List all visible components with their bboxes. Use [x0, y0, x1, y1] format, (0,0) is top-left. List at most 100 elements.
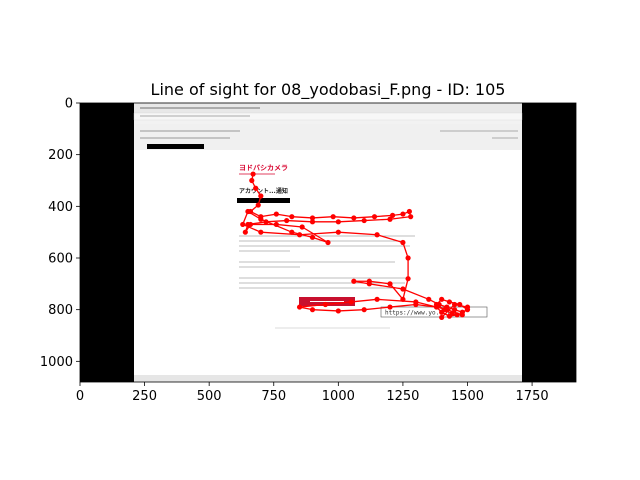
gaze-segment	[376, 234, 404, 244]
gaze-point	[253, 185, 259, 191]
gaze-point	[405, 276, 411, 282]
gaze-segment	[276, 213, 292, 218]
gaze-point	[374, 296, 380, 302]
x-tick-label: 250	[132, 389, 157, 404]
gaze-point	[389, 212, 396, 218]
plot-area: ヨドバシカメラ アカウント...通知 https:/	[80, 103, 576, 382]
gaze-point	[322, 301, 329, 308]
gaze-point	[439, 296, 445, 302]
x-tick-label: 500	[197, 389, 222, 404]
gaze-point	[249, 177, 255, 184]
gaze-point	[400, 286, 406, 292]
gaze-segment	[338, 231, 378, 236]
gaze-point	[400, 239, 406, 246]
gaze-point	[263, 219, 269, 225]
gaze-point	[309, 307, 316, 313]
x-tick-label: 1000	[322, 389, 355, 404]
x-tick-label: 1500	[451, 389, 484, 404]
gaze-segment	[338, 219, 365, 223]
gaze-point	[371, 214, 378, 220]
email-body-text	[239, 235, 415, 289]
gaze-point	[250, 171, 256, 177]
gaze-segment	[333, 216, 354, 219]
gaze-point	[408, 214, 414, 220]
gaze-point	[325, 239, 331, 246]
gaze-point	[459, 312, 465, 318]
gaze-path-layer	[240, 171, 471, 321]
gaze-segment	[312, 216, 334, 219]
gaze-point	[258, 193, 264, 199]
email-toolbar	[134, 103, 522, 113]
gaze-point	[400, 211, 406, 217]
gaze-point	[255, 202, 261, 208]
gaze-point	[387, 281, 393, 287]
gaze-point	[240, 221, 246, 228]
gaze-point	[258, 229, 264, 235]
gaze-segment	[301, 226, 329, 244]
gaze-segment	[338, 309, 365, 312]
gaze-point	[413, 299, 419, 305]
gaze-segment	[276, 223, 303, 228]
gaze-point	[464, 304, 471, 310]
gaze-point	[405, 255, 411, 261]
gaze-segment	[312, 309, 339, 312]
gaze-segment	[364, 306, 391, 311]
y-tick-label: 400	[48, 200, 73, 215]
x-tick-label: 1750	[516, 389, 549, 404]
gaze-segment	[351, 298, 378, 303]
gaze-point	[289, 214, 295, 220]
gaze-point	[454, 312, 460, 318]
email-toolbar-row	[133, 112, 523, 121]
gaze-point	[273, 211, 279, 217]
gaze-point	[245, 208, 251, 215]
url-tooltip-text: https://www.yo...jp/	[385, 310, 458, 317]
gaze-point	[247, 221, 254, 228]
x-tick-label: 1250	[386, 389, 419, 404]
x-tick-label: 0	[76, 389, 84, 404]
gaze-point	[446, 299, 453, 305]
gaze-segment	[312, 236, 329, 244]
gaze-point	[351, 278, 357, 284]
gaze-segment	[377, 298, 416, 303]
gaze-point	[457, 301, 463, 308]
gaze-segment	[325, 301, 352, 306]
email-statusbar	[134, 375, 522, 382]
gaze-point	[284, 217, 290, 224]
gaze-segment	[353, 280, 370, 285]
gaze-point	[451, 307, 458, 313]
gaze-point	[400, 296, 406, 302]
gaze-segment	[369, 283, 404, 290]
x-axis: 0 250 500 750 1000 1250 1500 1750	[76, 382, 549, 404]
gaze-point	[296, 304, 303, 310]
gaze-point	[444, 307, 450, 313]
gaze-segment	[415, 301, 447, 311]
gaze-segment	[402, 288, 429, 300]
gaze-point	[299, 224, 305, 230]
gaze-segment	[364, 218, 391, 222]
gaze-segment	[265, 219, 287, 223]
gaze-point	[335, 229, 341, 235]
gaze-point	[439, 309, 445, 315]
gaze-point	[387, 304, 393, 310]
gaze-point	[366, 281, 372, 287]
gaze-segment	[286, 219, 313, 223]
gaze-segment	[374, 214, 393, 218]
gaze-segment	[260, 213, 277, 218]
chart-title: Line of sight for 08_yodobasi_F.png - ID…	[151, 80, 506, 100]
y-tick-label: 200	[48, 148, 73, 163]
gaze-point	[335, 219, 341, 225]
email-name-redaction	[237, 198, 290, 203]
gaze-point	[289, 229, 295, 235]
gaze-point	[309, 219, 316, 225]
gaze-point	[296, 232, 303, 238]
email-header-redaction	[147, 144, 204, 149]
gaze-segment	[389, 283, 404, 300]
gaze-point	[451, 301, 458, 308]
yodobashi-logo: ヨドバシカメラ	[239, 164, 288, 172]
gaze-segment	[369, 280, 391, 285]
gaze-point	[387, 216, 393, 222]
gaze-segment	[299, 303, 326, 308]
gaze-point	[330, 214, 336, 220]
gaze-segment	[389, 216, 411, 220]
